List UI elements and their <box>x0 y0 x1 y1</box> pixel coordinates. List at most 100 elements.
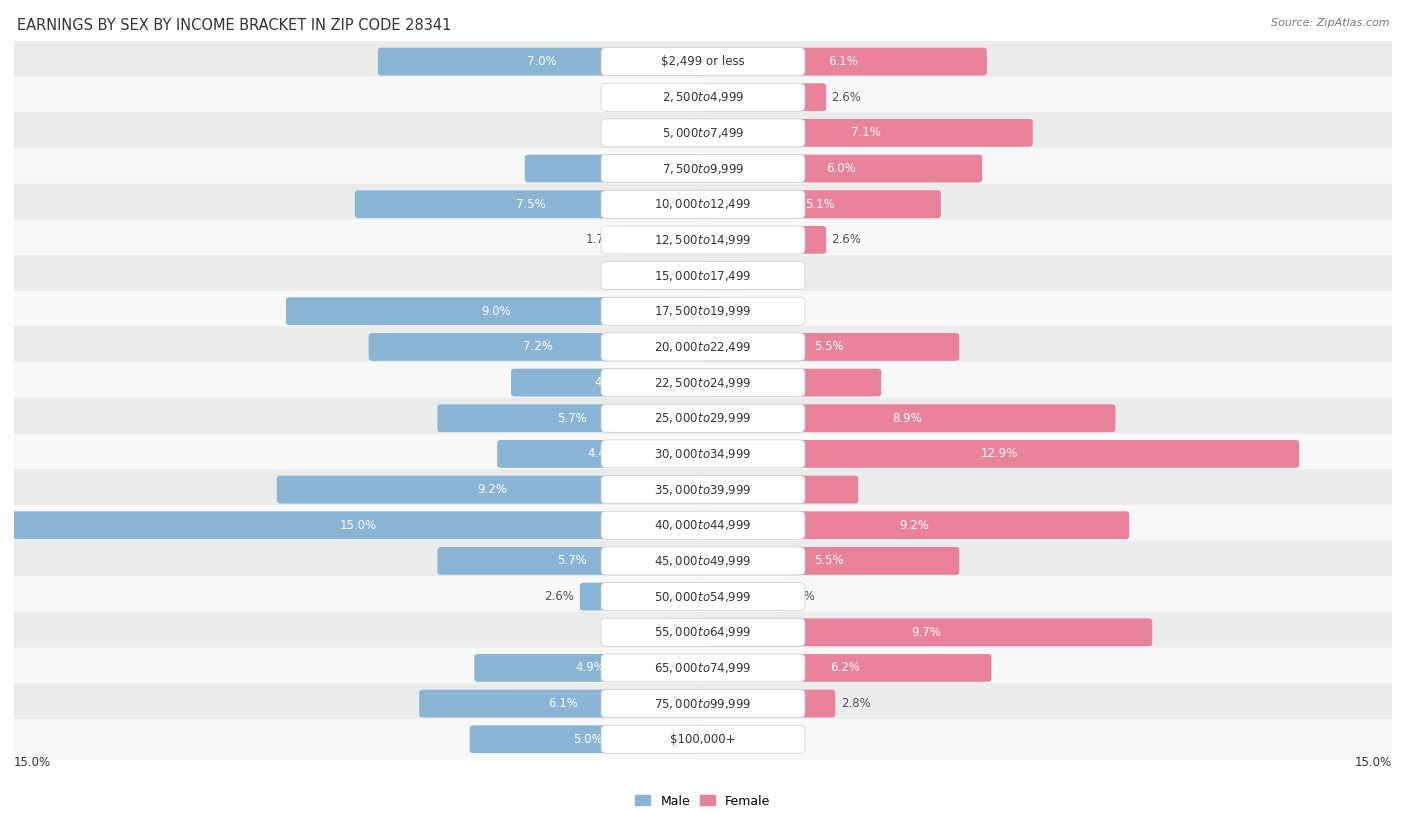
FancyBboxPatch shape <box>6 220 1400 260</box>
FancyBboxPatch shape <box>703 368 882 397</box>
FancyBboxPatch shape <box>703 48 987 76</box>
FancyBboxPatch shape <box>6 148 1400 189</box>
Text: $12,500 to $14,999: $12,500 to $14,999 <box>654 233 752 247</box>
FancyBboxPatch shape <box>368 333 703 361</box>
Text: 2.6%: 2.6% <box>831 91 862 104</box>
Text: 2.6%: 2.6% <box>831 233 862 246</box>
FancyBboxPatch shape <box>600 404 806 433</box>
FancyBboxPatch shape <box>703 333 959 361</box>
FancyBboxPatch shape <box>600 689 806 718</box>
Text: 7.0%: 7.0% <box>527 55 557 68</box>
FancyBboxPatch shape <box>6 41 1400 82</box>
Text: Source: ZipAtlas.com: Source: ZipAtlas.com <box>1271 18 1389 28</box>
Text: 5.7%: 5.7% <box>557 411 586 424</box>
Text: $30,000 to $34,999: $30,000 to $34,999 <box>654 447 752 461</box>
FancyBboxPatch shape <box>703 298 720 325</box>
FancyBboxPatch shape <box>6 576 1400 617</box>
FancyBboxPatch shape <box>600 725 806 754</box>
FancyBboxPatch shape <box>6 76 1400 118</box>
FancyBboxPatch shape <box>600 476 806 503</box>
Text: 5.7%: 5.7% <box>557 554 586 567</box>
FancyBboxPatch shape <box>600 654 806 682</box>
Text: 5.5%: 5.5% <box>814 341 844 354</box>
Text: 0.0%: 0.0% <box>713 733 742 746</box>
FancyBboxPatch shape <box>703 440 1299 467</box>
Text: $50,000 to $54,999: $50,000 to $54,999 <box>654 589 752 603</box>
FancyBboxPatch shape <box>6 505 1400 546</box>
FancyBboxPatch shape <box>6 291 1400 332</box>
FancyBboxPatch shape <box>600 333 806 361</box>
FancyBboxPatch shape <box>600 511 806 539</box>
FancyBboxPatch shape <box>600 583 806 611</box>
FancyBboxPatch shape <box>277 476 703 503</box>
FancyBboxPatch shape <box>621 226 703 254</box>
FancyBboxPatch shape <box>703 119 1033 147</box>
Text: 7.5%: 7.5% <box>516 198 546 211</box>
Text: $100,000+: $100,000+ <box>671 733 735 746</box>
Text: 9.2%: 9.2% <box>477 483 506 496</box>
Text: 9.0%: 9.0% <box>481 305 512 318</box>
FancyBboxPatch shape <box>6 683 1400 724</box>
FancyBboxPatch shape <box>703 190 941 218</box>
Text: 1.7%: 1.7% <box>586 233 616 246</box>
Text: 4.4%: 4.4% <box>588 447 617 460</box>
Text: $40,000 to $44,999: $40,000 to $44,999 <box>654 518 752 533</box>
Legend: Male, Female: Male, Female <box>630 789 776 812</box>
Text: 3.3%: 3.3% <box>763 483 793 496</box>
Text: 7.2%: 7.2% <box>523 341 553 354</box>
FancyBboxPatch shape <box>600 547 806 575</box>
Text: $15,000 to $17,499: $15,000 to $17,499 <box>654 268 752 283</box>
Text: $45,000 to $49,999: $45,000 to $49,999 <box>654 554 752 568</box>
Text: $10,000 to $12,499: $10,000 to $12,499 <box>654 198 752 211</box>
Text: 6.2%: 6.2% <box>831 662 860 675</box>
FancyBboxPatch shape <box>600 226 806 254</box>
FancyBboxPatch shape <box>703 654 991 682</box>
FancyBboxPatch shape <box>419 689 703 718</box>
FancyBboxPatch shape <box>703 619 1152 646</box>
Text: $25,000 to $29,999: $25,000 to $29,999 <box>654 411 752 425</box>
FancyBboxPatch shape <box>703 547 959 575</box>
Text: 15.0%: 15.0% <box>1355 756 1392 769</box>
FancyBboxPatch shape <box>600 119 806 147</box>
FancyBboxPatch shape <box>6 362 1400 403</box>
FancyBboxPatch shape <box>10 511 703 539</box>
FancyBboxPatch shape <box>579 583 703 611</box>
Text: $7,500 to $9,999: $7,500 to $9,999 <box>662 162 744 176</box>
FancyBboxPatch shape <box>524 154 703 182</box>
FancyBboxPatch shape <box>703 583 780 611</box>
FancyBboxPatch shape <box>510 368 703 397</box>
Text: 0.46%: 0.46% <box>636 126 672 139</box>
FancyBboxPatch shape <box>6 398 1400 439</box>
FancyBboxPatch shape <box>600 83 806 111</box>
FancyBboxPatch shape <box>6 184 1400 224</box>
Text: 6.1%: 6.1% <box>548 697 578 710</box>
Text: $55,000 to $64,999: $55,000 to $64,999 <box>654 625 752 639</box>
FancyBboxPatch shape <box>703 154 983 182</box>
Text: $2,500 to $4,999: $2,500 to $4,999 <box>662 90 744 104</box>
FancyBboxPatch shape <box>470 725 703 753</box>
FancyBboxPatch shape <box>703 404 1115 433</box>
FancyBboxPatch shape <box>498 440 703 467</box>
Text: 0.0%: 0.0% <box>664 91 693 104</box>
Text: 3.8%: 3.8% <box>600 162 630 175</box>
FancyBboxPatch shape <box>6 255 1400 296</box>
FancyBboxPatch shape <box>703 476 858 503</box>
Text: 0.76%: 0.76% <box>621 626 659 639</box>
FancyBboxPatch shape <box>703 83 827 111</box>
Text: $20,000 to $22,499: $20,000 to $22,499 <box>654 340 752 354</box>
FancyBboxPatch shape <box>600 154 806 183</box>
FancyBboxPatch shape <box>474 654 703 682</box>
FancyBboxPatch shape <box>600 298 806 325</box>
Text: 0.28%: 0.28% <box>725 305 762 318</box>
FancyBboxPatch shape <box>703 226 827 254</box>
Text: 6.1%: 6.1% <box>828 55 858 68</box>
Text: $65,000 to $74,999: $65,000 to $74,999 <box>654 661 752 675</box>
FancyBboxPatch shape <box>600 368 806 397</box>
Text: 0.85%: 0.85% <box>751 269 789 282</box>
FancyBboxPatch shape <box>6 469 1400 510</box>
FancyBboxPatch shape <box>703 689 835 718</box>
FancyBboxPatch shape <box>600 440 806 468</box>
Text: $17,500 to $19,999: $17,500 to $19,999 <box>654 304 752 318</box>
Text: 15.0%: 15.0% <box>14 756 51 769</box>
Text: 3.8%: 3.8% <box>776 376 806 389</box>
